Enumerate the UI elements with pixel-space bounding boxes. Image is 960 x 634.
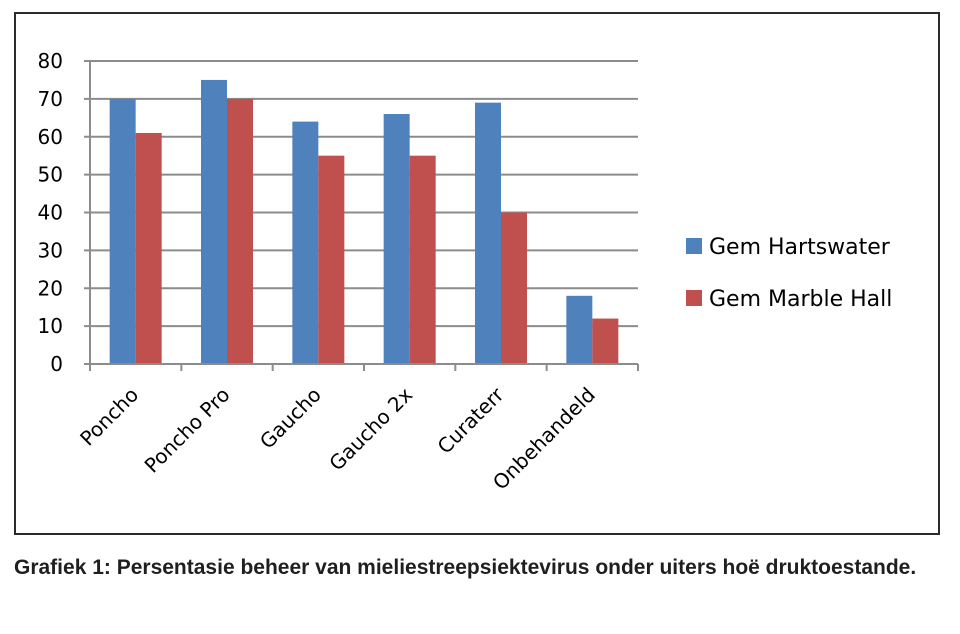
y-tick-label: 10 xyxy=(38,314,63,338)
bar-hartswater xyxy=(475,102,501,364)
bar-marble-hall xyxy=(501,212,527,364)
x-tick-label: Gaucho 2x xyxy=(324,382,417,475)
bar-marble-hall xyxy=(409,155,436,364)
bar-hartswater xyxy=(383,114,410,365)
y-tick-label: 0 xyxy=(50,352,63,376)
legend-label: Gem Hartswater xyxy=(709,235,891,260)
bar-hartswater xyxy=(109,98,136,364)
y-tick-label: 50 xyxy=(38,163,63,187)
gridlines xyxy=(90,60,638,328)
y-tick-label: 60 xyxy=(38,125,63,149)
x-tick-label: Curaterr xyxy=(433,382,509,458)
bar-marble-hall xyxy=(227,98,253,364)
x-tick-label: Poncho xyxy=(75,383,143,451)
bar-hartswater xyxy=(201,79,227,364)
y-tick-label: 30 xyxy=(38,238,63,262)
x-tick-label: Poncho Pro xyxy=(140,383,235,478)
legend-swatch xyxy=(686,290,702,306)
y-tick-label: 80 xyxy=(38,49,63,73)
bar-hartswater xyxy=(292,121,319,364)
bars xyxy=(109,79,619,365)
y-tick-label: 40 xyxy=(38,201,63,225)
figure-caption: Grafiek 1: Persentasie beheer van mielie… xyxy=(14,556,917,579)
bar-marble-hall xyxy=(318,155,345,364)
legend: Gem Hartswater Gem Marble Hall xyxy=(686,235,892,312)
bar-marble-hall xyxy=(135,132,162,364)
bar-marble-hall xyxy=(592,318,619,364)
bar-hartswater xyxy=(566,295,593,364)
y-tick-label: 70 xyxy=(38,87,63,111)
legend-swatch xyxy=(686,238,702,254)
y-tick-label: 20 xyxy=(38,276,63,300)
legend-label: Gem Marble Hall xyxy=(709,287,892,312)
x-tick-label: Gaucho xyxy=(255,383,326,454)
